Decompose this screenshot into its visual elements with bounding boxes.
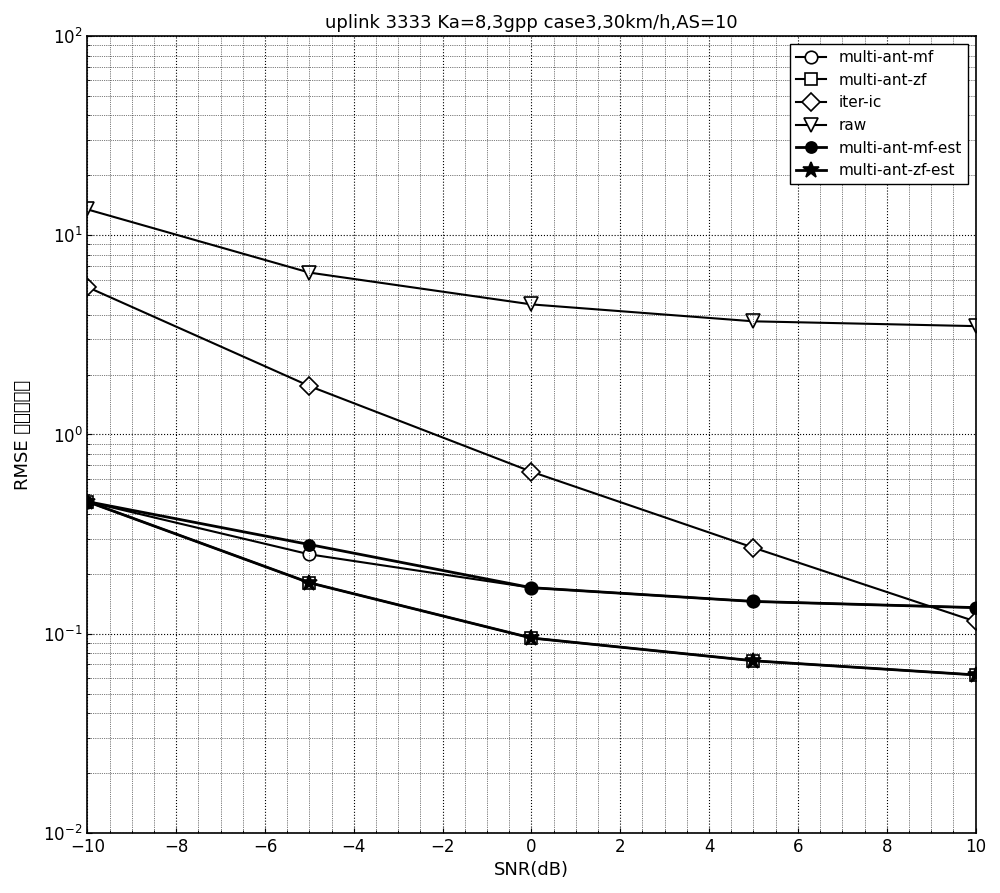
Line: raw: raw xyxy=(80,203,982,333)
multi-ant-mf-est xyxy=(303,539,315,550)
multi-ant-zf-est xyxy=(81,497,93,507)
multi-ant-mf xyxy=(970,602,982,613)
raw xyxy=(81,204,93,214)
multi-ant-mf xyxy=(303,549,315,560)
multi-ant-mf-est xyxy=(525,582,537,593)
iter-ic xyxy=(81,281,93,292)
Line: multi-ant-zf-est: multi-ant-zf-est xyxy=(79,493,984,683)
Title: uplink 3333 Ka=8,3gpp case3,30km/h,AS=10: uplink 3333 Ka=8,3gpp case3,30km/h,AS=10 xyxy=(325,14,738,32)
multi-ant-zf-est xyxy=(303,578,315,588)
multi-ant-mf-est xyxy=(747,597,759,607)
X-axis label: SNR(dB): SNR(dB) xyxy=(494,861,569,879)
iter-ic xyxy=(303,380,315,391)
multi-ant-mf xyxy=(747,597,759,607)
Line: multi-ant-mf: multi-ant-mf xyxy=(81,496,982,613)
Line: multi-ant-mf-est: multi-ant-mf-est xyxy=(82,496,981,613)
iter-ic xyxy=(525,466,537,477)
multi-ant-zf xyxy=(303,578,315,588)
iter-ic xyxy=(970,616,982,627)
iter-ic xyxy=(747,542,759,553)
multi-ant-zf xyxy=(81,497,93,507)
raw xyxy=(747,316,759,327)
multi-ant-zf-est xyxy=(970,670,982,680)
Legend: multi-ant-mf, multi-ant-zf, iter-ic, raw, multi-ant-mf-est, multi-ant-zf-est: multi-ant-mf, multi-ant-zf, iter-ic, raw… xyxy=(790,44,968,184)
Y-axis label: RMSE 门限处理前: RMSE 门限处理前 xyxy=(14,380,32,489)
multi-ant-mf xyxy=(525,582,537,593)
raw xyxy=(525,299,537,310)
multi-ant-zf xyxy=(747,655,759,666)
multi-ant-zf xyxy=(970,670,982,680)
multi-ant-zf xyxy=(525,632,537,643)
raw xyxy=(970,321,982,331)
raw xyxy=(303,267,315,278)
multi-ant-zf-est xyxy=(747,655,759,666)
multi-ant-zf-est xyxy=(525,632,537,643)
multi-ant-mf-est xyxy=(970,602,982,613)
Line: iter-ic: iter-ic xyxy=(81,280,982,628)
multi-ant-mf xyxy=(81,497,93,507)
Line: multi-ant-zf: multi-ant-zf xyxy=(82,496,981,680)
multi-ant-mf-est xyxy=(81,497,93,507)
